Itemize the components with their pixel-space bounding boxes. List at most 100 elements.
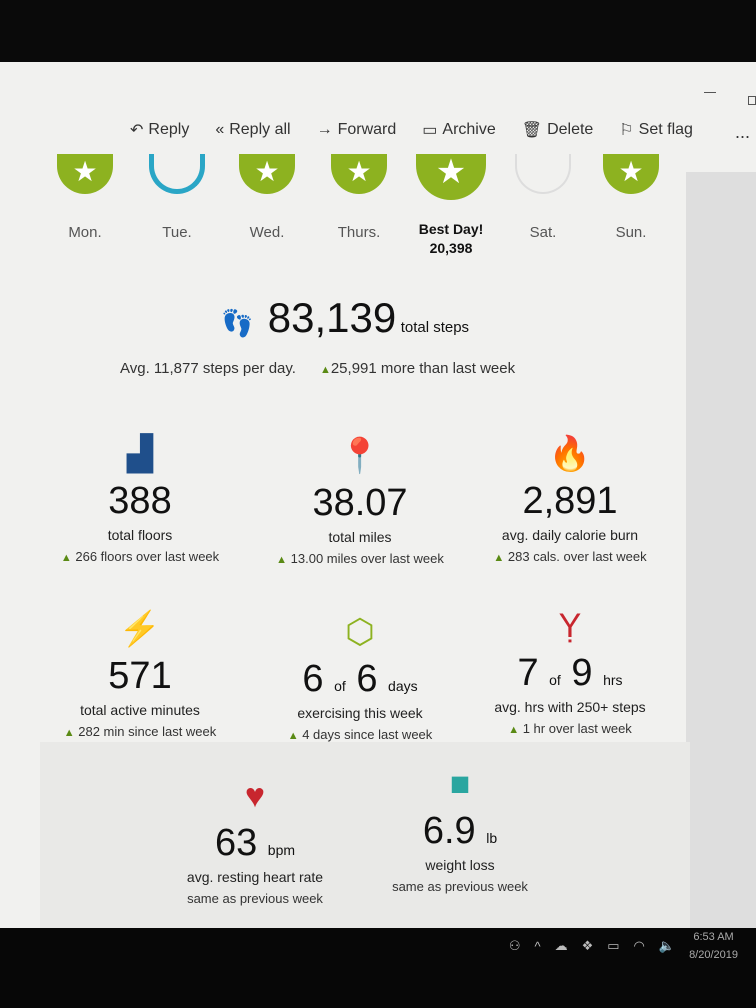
stat-delta-text: 4 days since last week [302, 727, 433, 742]
day-thu: ★ Thurs. [314, 154, 404, 241]
minimize-button[interactable] [704, 92, 716, 93]
stat-stairs: ▟ 388 total floors ▲ 266 floors over las… [30, 432, 250, 564]
stat-value: 63 [214, 822, 258, 864]
stat-number: 2,891 [460, 480, 680, 523]
empty-ring-icon [515, 154, 571, 194]
best-day-label: Best Day! [418, 221, 484, 237]
stat-value: 388 [108, 480, 172, 522]
stat-lightning: ⚡ 571 total active minutes ▲ 282 min sin… [30, 607, 250, 739]
stat-number: 6.9 lb [350, 810, 570, 853]
stat-delta: same as previous week [350, 879, 570, 894]
stat-label: avg. hrs with 250+ steps [494, 699, 646, 715]
stat-of: of [549, 672, 561, 688]
stat-unit: days [388, 678, 418, 694]
stat-label: total floors [107, 527, 173, 543]
up-arrow-icon: ▲ [287, 730, 299, 742]
stat-value: 7 [517, 652, 539, 694]
stat-delta: ▲ 13.00 miles over last week [250, 551, 470, 566]
side-panel [686, 172, 756, 928]
stat-delta-text: 282 min since last week [78, 724, 217, 739]
clock-date: 8/20/2019 [689, 949, 738, 961]
maximize-button[interactable] [748, 96, 756, 105]
taskbar: ⚇ ^ ☁ ❖ ▭ ◠ 🔈 6:53 AM 8/20/2019 [0, 928, 756, 1008]
battery-icon[interactable]: ▭ [607, 938, 620, 953]
set-flag-label: Set flag [638, 121, 693, 138]
steps-summary: Avg. 11,877 steps per day. ▲25,991 more … [120, 360, 515, 377]
up-arrow-icon: ▲ [60, 552, 72, 564]
stat-value: 6.9 [422, 810, 476, 852]
clock[interactable]: 6:53 AM 8/20/2019 [689, 928, 738, 964]
stairs-icon: ▟ [126, 435, 154, 473]
stat-delta-text: same as previous week [392, 879, 528, 894]
chevron-up-icon[interactable]: ^ [534, 938, 541, 954]
stat-number: 7 of 9 hrs [460, 652, 680, 695]
clock-time: 6:53 AM [693, 931, 734, 943]
stat-delta: ▲ 283 cals. over last week [460, 549, 680, 564]
star-badge-icon: ★ [416, 154, 486, 200]
steps-delta: 25,991 more than last week [330, 360, 516, 377]
stat-delta-text: 266 floors over last week [75, 549, 220, 564]
stat-delta: same as previous week [145, 891, 365, 906]
stat-total: 9 [571, 652, 593, 694]
volume-icon[interactable]: 🔈 [658, 938, 676, 953]
reply-all-label: Reply all [229, 121, 291, 138]
stat-label: total active minutes [80, 702, 200, 718]
reply-all-button[interactable]: «Reply all [215, 120, 290, 140]
day-wed: ★ Wed. [222, 154, 312, 241]
day-sun: ★ Sun. [586, 154, 676, 241]
stat-of: of [334, 678, 346, 694]
reply-button[interactable]: ↶ Reply [130, 120, 189, 140]
up-arrow-icon: ▲ [319, 364, 331, 376]
star-badge-icon: ★ [239, 154, 295, 194]
stat-delta-text: same as previous week [187, 891, 323, 906]
up-arrow-icon: ▲ [63, 727, 75, 739]
stat-unit: hrs [603, 672, 623, 688]
system-tray: ⚇ ^ ☁ ❖ ▭ ◠ 🔈 6:53 AM 8/20/2019 [509, 928, 738, 964]
stat-label: exercising this week [297, 705, 423, 721]
panel-bg [40, 742, 690, 928]
lightning-icon: ⚡ [118, 610, 162, 648]
day-mon: ★ Mon. [40, 154, 130, 241]
stat-heart: ♥ 63 bpm avg. resting heart rate same as… [145, 774, 365, 906]
stat-value: 571 [108, 655, 172, 697]
stat-number: 63 bpm [145, 822, 365, 865]
forward-label: Forward [337, 121, 397, 138]
stat-value: 2,891 [522, 480, 618, 522]
day-label: Sun. [615, 224, 647, 241]
steps-unit: total steps [400, 319, 470, 336]
stat-number: 38.07 [250, 482, 470, 525]
avg-steps: Avg. 11,877 steps per day. [120, 360, 296, 377]
day-tue: Tue. [132, 154, 222, 241]
day-best: ★ Best Day! 20,398 [406, 154, 496, 258]
stat-map-pin: 📍 38.07 total miles ▲ 13.00 miles over l… [250, 434, 470, 566]
archive-button[interactable]: ▭ Archive [422, 120, 495, 140]
onedrive-icon[interactable]: ☁ [554, 938, 568, 953]
people-icon[interactable]: ⚇ [508, 938, 521, 953]
dropbox-icon[interactable]: ❖ [581, 938, 594, 953]
stat-flame: 🔥 2,891 avg. daily calorie burn ▲ 283 ca… [460, 432, 680, 564]
more-options-button[interactable]: ... [734, 122, 750, 142]
archive-icon: ▭ [422, 122, 438, 139]
flame-icon: 🔥 [548, 435, 592, 473]
heart-icon: ♥ [244, 777, 266, 815]
day-label: Wed. [249, 224, 285, 241]
reply-all-icon: « [215, 121, 225, 138]
stat-scale: ■ 6.9 lb weight loss same as previous we… [350, 762, 570, 894]
person-stretch-icon: Ỵ [558, 607, 582, 645]
stat-person-stretch: Ỵ 7 of 9 hrs avg. hrs with 250+ steps ▲ … [460, 604, 680, 736]
wifi-icon[interactable]: ◠ [633, 938, 645, 953]
forward-icon: → [316, 121, 333, 138]
stat-total: 6 [356, 658, 378, 700]
scale-icon: ■ [449, 765, 471, 803]
delete-button[interactable]: 🗑 Delete [522, 120, 594, 140]
stat-label: weight loss [425, 857, 495, 873]
stat-delta: ▲ 4 days since last week [250, 727, 470, 742]
forward-button[interactable]: → Forward [317, 120, 397, 140]
stat-delta: ▲ 1 hr over last week [460, 721, 680, 736]
stat-delta: ▲ 266 floors over last week [30, 549, 250, 564]
stat-label: avg. daily calorie burn [501, 527, 639, 543]
up-arrow-icon: ▲ [493, 552, 505, 564]
up-arrow-icon: ▲ [276, 554, 288, 566]
best-day-value: 20,398 [429, 240, 473, 256]
set-flag-button[interactable]: ⚐ Set flag [619, 120, 693, 140]
